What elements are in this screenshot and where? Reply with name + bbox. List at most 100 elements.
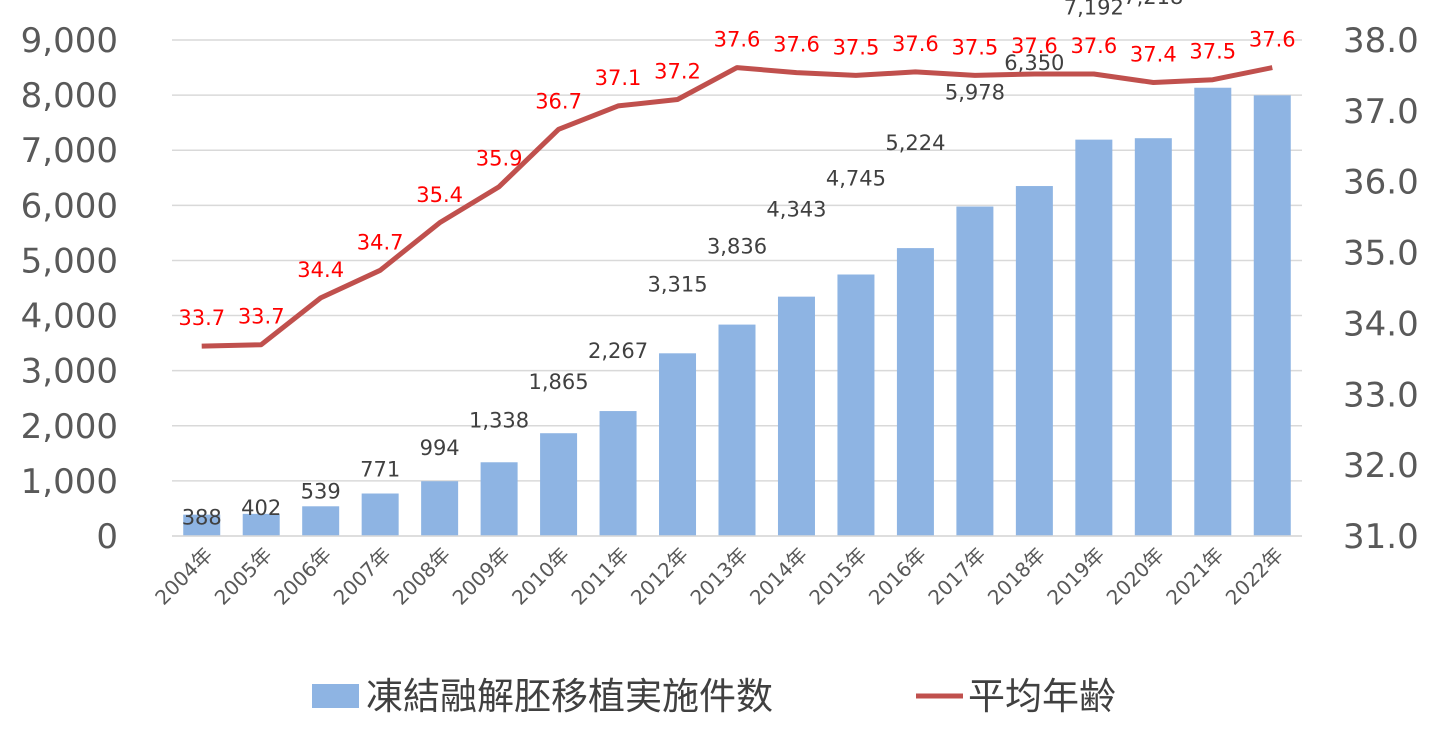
bar: [1253, 95, 1291, 537]
line-value-label: 37.2: [654, 60, 701, 84]
bar: [302, 506, 340, 536]
bar: [183, 514, 221, 536]
bar: [480, 462, 518, 536]
line-value-label: 37.6: [892, 32, 939, 56]
x-tick-label: 2019年: [1042, 543, 1109, 610]
line-path: [201, 65, 1273, 349]
bar-value-label: 1,865: [529, 370, 589, 394]
bar: [1015, 186, 1053, 537]
bar: [361, 493, 399, 536]
right-tick-label: 35.0: [1343, 234, 1419, 274]
bar-value-label: 402: [241, 496, 281, 520]
left-tick-label: 8,000: [21, 76, 118, 116]
line-value-label: 34.7: [357, 230, 404, 254]
line-value-label: 33.7: [238, 305, 285, 329]
legend-label-bar: 凍結融解胚移植実施件数: [366, 675, 773, 718]
left-tick-label: 5,000: [21, 241, 118, 281]
line-value-label: 37.5: [833, 35, 880, 59]
x-tick-label: 2016年: [864, 543, 931, 610]
left-tick-label: 7,000: [21, 131, 118, 171]
bar: [896, 248, 934, 536]
x-tick-label: 2011年: [566, 543, 633, 610]
bar-value-label: 6,350: [1004, 51, 1064, 75]
left-tick-label: 4,000: [21, 297, 118, 337]
line-value-label: 37.6: [1249, 28, 1296, 52]
left-tick-label: 1,000: [21, 462, 118, 502]
bar: [599, 411, 637, 536]
x-tick-label: 2012年: [626, 543, 693, 610]
line-value-label: 37.5: [1189, 40, 1236, 64]
line-value-label: 37.6: [1070, 34, 1117, 58]
bar: [956, 206, 994, 536]
bar-value-label: 1,338: [469, 408, 529, 432]
x-tick-label: 2015年: [804, 543, 871, 610]
x-tick-label: 2008年: [388, 543, 455, 610]
bar-value-label: 5,978: [945, 81, 1005, 105]
bar-value-label: 994: [420, 436, 460, 460]
bar-value-label: 3,836: [707, 235, 767, 259]
bar: [540, 433, 578, 536]
left-y-axis: 0 1,000 2,000 3,000 4,000 5,000 6,000 7,000 8,00…: [21, 21, 118, 557]
line-series: [201, 65, 1273, 349]
line-value-label: 37.6: [773, 33, 820, 57]
right-tick-label: 38.0: [1343, 21, 1419, 61]
x-tick-label: 2018年: [983, 543, 1050, 610]
bar-series: [183, 87, 1291, 537]
line-value-label: 35.9: [476, 147, 523, 171]
line-value-label: 36.7: [535, 89, 582, 113]
x-tick-label: 2021年: [1161, 543, 1228, 610]
bar-value-label: 7,192: [1064, 0, 1124, 20]
x-tick-label: 2014年: [745, 543, 812, 610]
bar-value-label: 4,343: [766, 198, 826, 222]
legend: 凍結融解胚移植実施件数 平均年齢: [312, 675, 1116, 718]
left-tick-label: 9,000: [21, 21, 118, 61]
right-tick-label: 33.0: [1343, 375, 1419, 415]
right-tick-label: 31.0: [1343, 517, 1419, 557]
x-tick-label: 2007年: [329, 543, 396, 610]
x-tick-label: 2010年: [507, 543, 574, 610]
bar-value-label: 388: [182, 506, 222, 530]
bar-value-label: 7,218: [1123, 0, 1183, 9]
gridlines: [172, 39, 1302, 537]
right-tick-label: 32.0: [1343, 446, 1419, 486]
bar-value-label: 3,315: [647, 272, 707, 296]
left-tick-label: 2,000: [21, 407, 118, 447]
line-value-label: 37.4: [1130, 43, 1177, 67]
x-tick-label: 2005年: [210, 543, 277, 610]
right-tick-label: 36.0: [1343, 163, 1419, 203]
x-tick-label: 2013年: [685, 543, 752, 610]
left-tick-label: 0: [96, 517, 118, 557]
line-data-labels: 33.7 33.7 34.4 34.7 35.4 35.9 36.7 37.1 37.2 37.6…: [178, 28, 1295, 330]
bar: [1075, 139, 1113, 537]
x-tick-label: 2022年: [1221, 543, 1288, 610]
right-tick-label: 34.0: [1343, 304, 1419, 344]
bar-value-label: 539: [301, 479, 341, 503]
right-y-axis: 31.0 32.0 33.0 34.0 35.0 36.0 37.0 38.0: [1343, 21, 1419, 557]
x-tick-label: 2006年: [269, 543, 336, 610]
line-value-label: 35.4: [416, 183, 463, 207]
right-tick-label: 37.0: [1343, 92, 1419, 132]
bar: [659, 353, 697, 536]
bar: [837, 274, 875, 536]
left-tick-label: 3,000: [21, 352, 118, 392]
line-value-label: 33.7: [178, 306, 225, 330]
legend-swatch-bar: [312, 684, 359, 708]
x-tick-label: 2009年: [448, 543, 515, 610]
bar-value-label: 2,267: [588, 339, 648, 363]
bar: [421, 481, 459, 536]
bar: [718, 324, 756, 536]
line-value-label: 37.1: [595, 66, 642, 90]
bar: [777, 296, 815, 536]
x-tick-label: 2020年: [1102, 543, 1169, 610]
bar: [242, 513, 280, 536]
left-tick-label: 6,000: [21, 186, 118, 226]
x-tick-label: 2004年: [150, 543, 217, 610]
line-value-label: 34.4: [297, 258, 344, 282]
line-value-label: 37.6: [1011, 34, 1058, 58]
x-axis: 2004年2005年2006年2007年2008年2009年2010年2011年…: [150, 535, 1302, 610]
bar-value-label: 4,745: [826, 166, 886, 190]
line-value-label: 37.6: [714, 28, 761, 52]
legend-label-line: 平均年齢: [968, 675, 1116, 718]
